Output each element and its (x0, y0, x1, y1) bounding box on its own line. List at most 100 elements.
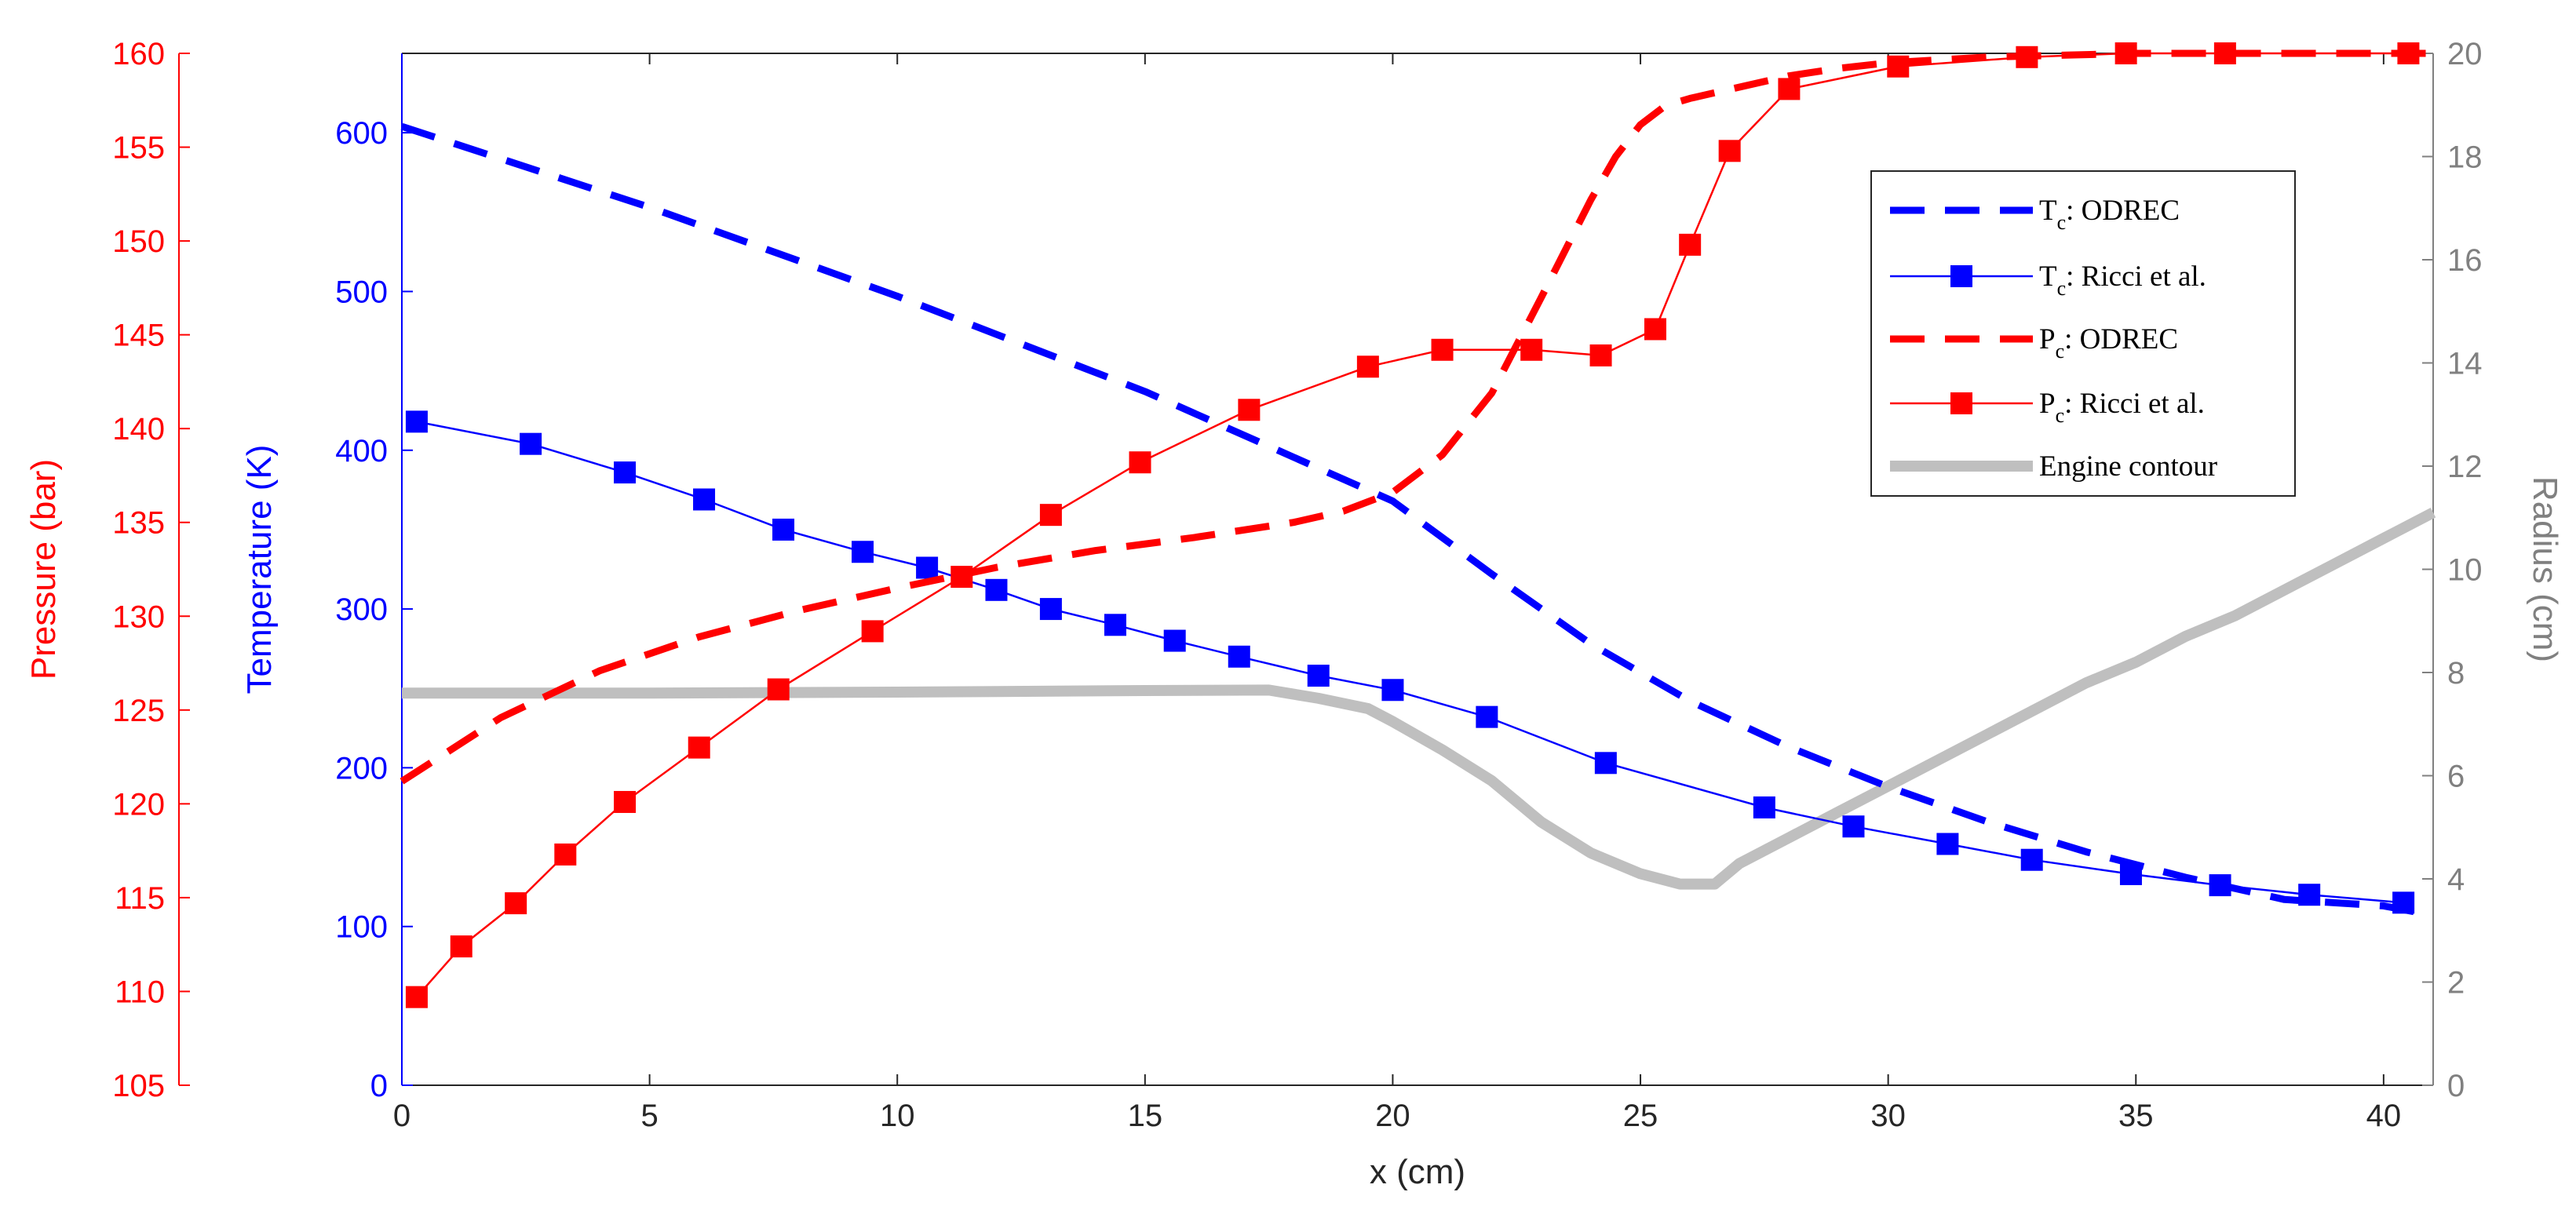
data-point (614, 461, 637, 484)
data-point (1163, 629, 1186, 652)
data-point (1104, 614, 1126, 636)
legend-label: Tc: ODREC (2039, 195, 2180, 234)
data-point (772, 518, 795, 541)
series-0 (400, 122, 2434, 919)
pressure-tick-label: 110 (115, 975, 165, 1009)
series-line (416, 421, 2404, 904)
data-point (1476, 705, 1498, 728)
legend-entry: Tc: Ricci et al. (1890, 261, 2206, 300)
data-point (1381, 679, 1404, 702)
legend-entry: Tc: ODREC (1890, 195, 2180, 234)
radius-tick-label: 6 (2447, 760, 2465, 794)
series-3 (405, 42, 2420, 1008)
series-1 (405, 410, 2415, 914)
pressure-tick-label: 140 (112, 412, 165, 447)
pressure-tick-label: 130 (112, 600, 165, 634)
data-point (1039, 504, 1062, 527)
pressure-tick-label: 150 (112, 224, 165, 259)
data-point (1753, 796, 1775, 818)
temperature-tick-label: 400 (335, 434, 388, 468)
data-point (1589, 344, 1612, 366)
series-line (400, 122, 2434, 919)
legend-marker (1950, 265, 1972, 287)
radius-tick-label: 16 (2447, 243, 2483, 278)
pressure-tick-label: 120 (112, 787, 165, 822)
series-line (400, 49, 2433, 785)
data-point (950, 566, 973, 589)
radius-tick-label: 20 (2447, 37, 2483, 71)
data-point (1842, 815, 1865, 838)
radius-tick-label: 18 (2447, 140, 2483, 175)
x-tick-label: 0 (393, 1099, 410, 1133)
radius-tick-label: 12 (2447, 450, 2483, 484)
data-point (852, 541, 874, 563)
x-tick-label: 10 (880, 1099, 915, 1133)
x-tick-label: 15 (1128, 1099, 1163, 1133)
radius-tick-label: 14 (2447, 347, 2483, 381)
data-point (1307, 665, 1330, 687)
legend-label: Tc: Ricci et al. (2039, 261, 2206, 300)
data-point (405, 410, 428, 433)
legend-marker (1950, 392, 1972, 414)
legend-label: Pc: Ricci et al. (2039, 388, 2205, 427)
legend-entry: Pc: Ricci et al. (1890, 388, 2205, 427)
pressure-tick-label: 145 (112, 319, 165, 353)
data-point (688, 736, 710, 759)
data-point (1356, 355, 1379, 378)
data-point (861, 620, 884, 643)
temperature-tick-label: 500 (335, 275, 388, 309)
temperature-tick-label: 300 (335, 592, 388, 627)
x-tick-label: 25 (1623, 1099, 1658, 1133)
radius-tick-label: 8 (2447, 656, 2465, 691)
pressure-tick-label: 125 (112, 694, 165, 728)
data-point (405, 986, 428, 1008)
radius-axis-title: Radius (cm) (2526, 476, 2564, 662)
legend-entry: Pc: ODREC (1890, 323, 2178, 363)
series-layer (400, 42, 2436, 1008)
data-point (1718, 140, 1741, 162)
pressure-tick-label: 160 (112, 37, 165, 71)
data-point (693, 488, 716, 511)
radius-tick-label: 4 (2447, 862, 2465, 897)
temperature-tick-label: 100 (335, 910, 388, 945)
data-point (1039, 598, 1062, 621)
temperature-tick-label: 200 (335, 751, 388, 785)
x-tick-label: 5 (640, 1099, 658, 1133)
data-point (520, 432, 542, 455)
data-point (1129, 451, 1151, 474)
data-point (1778, 78, 1801, 100)
x-tick-label: 20 (1375, 1099, 1410, 1133)
data-point (505, 892, 527, 915)
pressure-tick-label: 155 (112, 131, 165, 166)
x-tick-label: 35 (2118, 1099, 2154, 1133)
radius-tick-label: 2 (2447, 966, 2465, 1001)
legend: Tc: ODREC Tc: Ricci et al. Pc: ODREC Pc: Ri… (1870, 170, 2296, 497)
axes-layer: 0 5 10 15 20 25 30 35 40x (cm)010020030040050060… (24, 37, 2564, 1191)
data-point (614, 790, 637, 813)
data-point (916, 556, 939, 579)
data-point (1431, 338, 1454, 361)
series-2 (400, 49, 2433, 785)
temperature-axis-title: Temperature (K) (240, 445, 279, 694)
legend-box (1870, 170, 2296, 497)
radius-tick-label: 0 (2447, 1069, 2465, 1103)
data-point (450, 935, 473, 958)
data-point (1679, 233, 1702, 256)
pressure-tick-label: 115 (115, 881, 165, 916)
data-point (1594, 752, 1617, 775)
x-axis-title: x (cm) (1370, 1153, 1465, 1191)
series-4 (402, 507, 2436, 890)
radius-tick-label: 10 (2447, 553, 2483, 588)
legend-entry: Engine contour (1890, 450, 2217, 483)
data-point (554, 843, 577, 866)
pressure-tick-label: 105 (112, 1069, 165, 1103)
data-point (1520, 338, 1543, 361)
x-tick-label: 40 (2366, 1099, 2402, 1133)
temperature-tick-label: 600 (335, 116, 388, 151)
legend-label: Pc: ODREC (2039, 323, 2178, 363)
pressure-axis-title: Pressure (bar) (24, 459, 63, 680)
data-point (1228, 645, 1250, 668)
pressure-tick-label: 135 (112, 506, 165, 541)
data-point (1238, 399, 1261, 421)
